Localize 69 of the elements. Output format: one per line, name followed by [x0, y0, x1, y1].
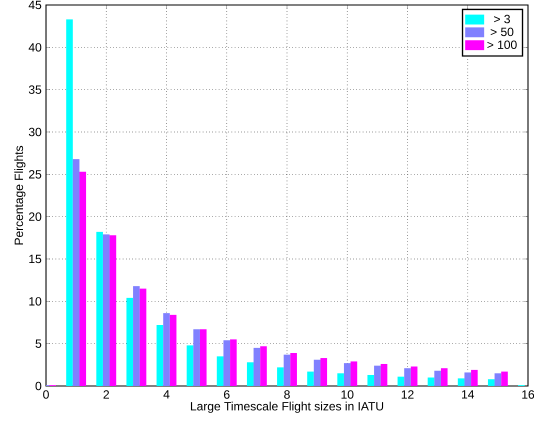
x-tick-label: 2 [104, 390, 109, 399]
bar [133, 286, 140, 386]
bar [367, 374, 374, 386]
bar [193, 329, 200, 386]
x-tick-label: 0 [43, 390, 49, 399]
bar [102, 234, 110, 386]
x-tick-label: 8 [284, 390, 290, 399]
y-axis-title: Percentage Flights [14, 146, 26, 245]
bar [337, 373, 344, 386]
x-tick-label: 6 [224, 390, 230, 399]
bar [458, 378, 464, 386]
bar [156, 325, 164, 386]
y-tick-label: 10 [29, 297, 42, 306]
y-tick-label: 45 [28, 0, 42, 10]
bar [186, 345, 194, 386]
bar [320, 358, 328, 386]
bar [200, 329, 207, 386]
bar [254, 348, 260, 386]
x-axis-title: Large Timescale Flight sizes in IATU [190, 402, 384, 413]
y-tick-label: 35 [28, 85, 42, 94]
bar [246, 362, 254, 386]
bar [350, 361, 358, 386]
bar [488, 379, 495, 386]
y-tick-label: 25 [29, 170, 42, 179]
bar [163, 313, 170, 386]
bar [170, 314, 176, 386]
bar [380, 364, 388, 386]
bar [314, 360, 320, 386]
bar [223, 340, 230, 386]
x-tick-label: 10 [342, 390, 354, 399]
bar [140, 288, 146, 386]
legend-label: > 3 [494, 14, 510, 24]
x-tick-label: 12 [402, 390, 414, 399]
bar [398, 376, 404, 386]
bar [216, 356, 224, 386]
bar [284, 354, 290, 386]
x-tick-label: 14 [462, 390, 474, 399]
bar [428, 378, 434, 386]
bar [410, 366, 418, 386]
x-tick-label: 16 [522, 390, 534, 399]
bar [126, 298, 134, 386]
bar [404, 368, 411, 386]
bar [72, 159, 80, 386]
y-tick-label: 5 [36, 339, 42, 348]
bar [440, 368, 448, 386]
y-tick-label: 40 [28, 43, 42, 52]
bar [290, 352, 297, 386]
bar [494, 373, 502, 386]
y-tick-label: 0 [36, 382, 42, 390]
bar [96, 232, 103, 386]
y-tick-label: 15 [29, 254, 42, 264]
bar [277, 367, 284, 386]
bar [344, 363, 351, 386]
x-tick-label: 4 [163, 390, 170, 399]
bar [230, 339, 237, 386]
legend-label: > 100 [487, 40, 517, 49]
bar [464, 372, 472, 386]
y-tick-label: 30 [28, 128, 42, 136]
bar [110, 235, 116, 386]
bar [66, 19, 73, 386]
y-tick-label: 20 [29, 212, 42, 221]
bar [374, 366, 381, 386]
bar [471, 370, 478, 386]
bar [260, 346, 267, 386]
bar [434, 370, 441, 386]
bar [79, 172, 86, 386]
bar [307, 372, 314, 386]
bar [501, 372, 508, 386]
legend-label: > 50 [490, 28, 514, 36]
